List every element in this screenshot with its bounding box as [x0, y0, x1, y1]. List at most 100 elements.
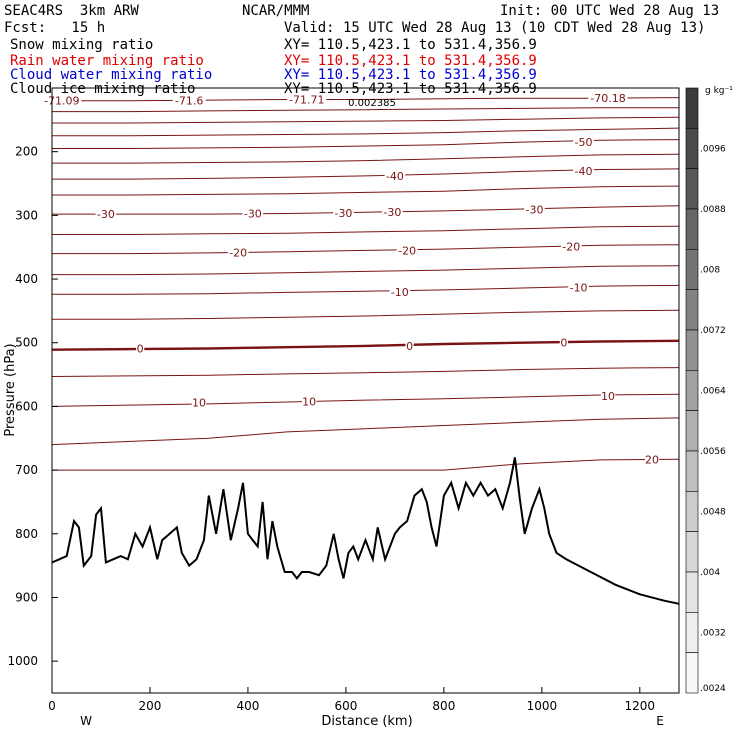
- isotherm-line: [51, 367, 680, 377]
- isotherm-label-bg: [559, 336, 568, 348]
- header-valid: Valid: 15 UTC Wed 28 Aug 13 (10 CDT Wed …: [284, 20, 706, 36]
- header-forecast: Fcst: 15 h: [4, 20, 106, 36]
- colorbar-swatch: [685, 531, 699, 573]
- x-tick-label: 1000: [527, 699, 558, 713]
- isotherm-label: -50: [574, 136, 592, 149]
- isotherm-label: -20: [562, 241, 580, 254]
- isotherm-line: [52, 153, 680, 164]
- field-xy-snow: XY= 110.5,423.1 to 531.4,356.9: [284, 37, 537, 53]
- x-tick-label: 1200: [625, 699, 656, 713]
- isotherm-line: [51, 417, 680, 446]
- isotherm-line: [52, 309, 680, 320]
- colorbar-swatch: [685, 329, 699, 371]
- isotherm-line: [52, 205, 680, 215]
- header-init: Init: 00 UTC Wed 28 Aug 13: [500, 3, 720, 19]
- colorbar-swatch: [685, 450, 699, 492]
- isotherm-label: 10: [601, 390, 615, 403]
- isotherm-label-bg: [227, 246, 249, 258]
- isotherm-lines: [51, 97, 680, 471]
- isotherm-line: [52, 265, 680, 276]
- terrain-profile: [51, 457, 680, 605]
- isotherm-label-bg: [136, 342, 145, 354]
- field-name-snow: Snow mixing ratio: [10, 37, 154, 53]
- y-tick-label: 400: [15, 272, 38, 286]
- x-tick-label: 400: [236, 699, 259, 713]
- colorbar-tick-label: .0056: [700, 447, 726, 457]
- isotherm-label: -20: [229, 246, 247, 259]
- isotherm-label: -30: [383, 206, 401, 219]
- colorbar-tick-label: .0088: [700, 205, 726, 215]
- isotherm-label-bg: [172, 94, 206, 106]
- isotherm-label: 0: [560, 337, 567, 350]
- isotherm-label-bg: [382, 206, 403, 218]
- y-tick-label: 700: [15, 463, 38, 477]
- x-end-label-east: E: [656, 714, 664, 728]
- x-tick-label: 0: [48, 699, 56, 713]
- isotherm-label: 10: [192, 397, 206, 410]
- isotherm-label: 20: [645, 453, 659, 466]
- isotherm-label: -30: [334, 207, 352, 220]
- y-tick-label: 500: [15, 336, 38, 350]
- colorbar-swatch: [685, 289, 699, 331]
- colorbar-swatch: [685, 491, 699, 532]
- isotherm-label: 0: [406, 340, 413, 353]
- isotherm-label: -71.09: [44, 95, 79, 108]
- isotherm-line: [51, 339, 680, 351]
- isotherm-line: [52, 97, 680, 102]
- terrain-line: [51, 457, 680, 605]
- colorbar-unit-label: g kg⁻¹: [705, 86, 733, 96]
- isotherm-label-bg: [42, 94, 82, 106]
- colorbar-tick-label: .0024: [700, 684, 726, 694]
- field-xy-cloud-ice: XY= 110.5,423.1 to 531.4,356.9: [284, 81, 537, 97]
- isotherm-label-bg: [396, 244, 418, 256]
- isotherm-line: [52, 116, 680, 124]
- colorbar-swatch: [685, 410, 699, 452]
- isotherm-label-bg: [301, 395, 317, 407]
- y-tick-label: 200: [15, 145, 38, 159]
- isotherm-label-bg: [588, 92, 628, 104]
- field-xy-rain: XY= 110.5,423.1 to 531.4,356.9: [284, 53, 537, 69]
- x-end-label-west: W: [80, 714, 92, 728]
- isotherm-label-bg: [389, 285, 411, 297]
- isotherm-line: [51, 393, 680, 407]
- isotherm-label-bg: [384, 169, 406, 181]
- isotherm-line: [52, 185, 680, 196]
- isotherm-label-bg: [333, 206, 354, 218]
- isotherm-label-bg: [405, 339, 414, 351]
- x-tick-label: 800: [432, 699, 455, 713]
- x-axis-label: Distance (km): [321, 714, 412, 729]
- isotherm-label: -10: [391, 286, 409, 299]
- isotherm-label-bg: [242, 207, 264, 219]
- isotherm-label: -40: [574, 165, 592, 178]
- inline-annotation: 0.002385: [348, 98, 396, 109]
- colorbar-swatch: [685, 652, 699, 694]
- isotherm-label-bg: [573, 136, 594, 148]
- isotherm-label-bg: [95, 208, 117, 220]
- colorbar-swatch: [685, 87, 699, 129]
- y-tick-label: 300: [15, 208, 38, 222]
- isotherm-line: [52, 458, 680, 471]
- header-center: NCAR/MMM: [242, 3, 310, 19]
- x-tick-label: 200: [139, 699, 162, 713]
- y-tick-label: 900: [15, 590, 38, 604]
- isotherm-label: -30: [526, 204, 544, 217]
- field-name-cloud-ice: Cloud ice mixing ratio: [10, 81, 196, 97]
- colorbar-swatch: [685, 571, 699, 613]
- colorbar-swatch: [685, 249, 699, 290]
- colorbar-tick-label: .0064: [700, 387, 726, 397]
- isotherm-label-bg: [644, 453, 660, 465]
- isotherm-label: -10: [570, 281, 588, 294]
- colorbar-swatch: [685, 612, 699, 653]
- isotherm-line: [52, 244, 680, 255]
- y-tick-label: 1000: [7, 654, 38, 668]
- isotherm-line: [52, 225, 680, 235]
- field-xy-cloud-water: XY= 110.5,423.1 to 531.4,356.9: [284, 67, 537, 83]
- y-tick-label: 800: [15, 527, 38, 541]
- isotherm-label: -30: [97, 208, 115, 221]
- isotherm-labels: -71.09 -71.6 -71.71 -70.18 -50 -40 -40 -30 -30 -3…: [42, 92, 660, 466]
- colorbar-tick-label: .0096: [700, 145, 726, 155]
- axes: 0 200 400 600 800 1000 12002003004005006007008…: [7, 145, 655, 713]
- colorbar-tick-label: .0072: [700, 326, 726, 336]
- colorbar-tick-label: .008: [700, 266, 720, 276]
